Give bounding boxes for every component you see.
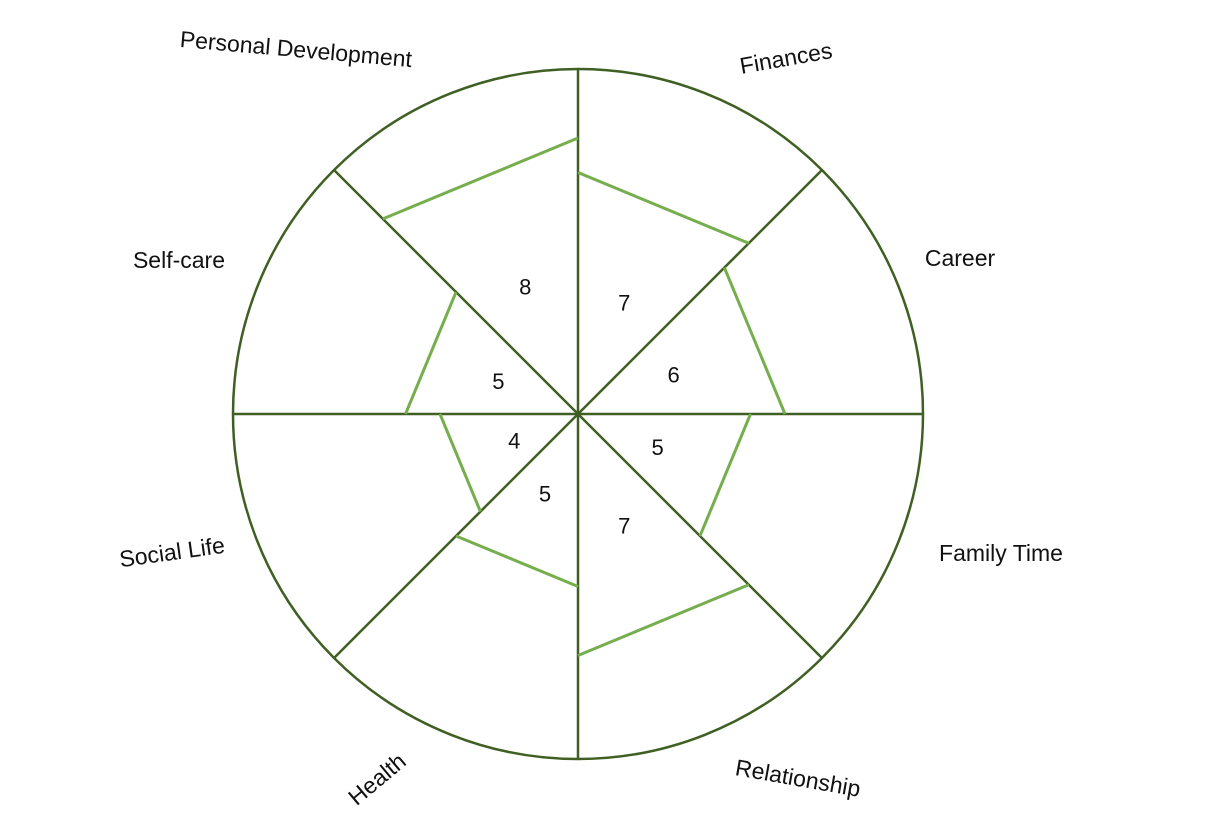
score-segment-social-life: [438, 413, 482, 513]
category-label-relationship: Relationship: [733, 754, 862, 802]
score-segment-self-care: [404, 291, 458, 415]
score-value-career: 6: [667, 362, 679, 387]
category-label-finances: Finances: [738, 37, 834, 79]
score-labels: 7 6 5 7 5 4 5 8: [492, 275, 680, 539]
score-segment-personal-development: [382, 136, 579, 221]
wheel-spoke: [577, 413, 823, 659]
score-value-family-time: 5: [652, 435, 664, 460]
score-segments: [382, 136, 787, 657]
category-label-health: Health: [343, 748, 411, 811]
score-segment-career: [722, 267, 787, 415]
score-value-relationship: 7: [618, 514, 630, 539]
score-segment-health: [455, 534, 579, 588]
wheel-spoke: [577, 169, 823, 415]
category-label-family-time: Family Time: [939, 540, 1063, 566]
category-label-career: Career: [925, 245, 996, 271]
score-value-social-life: 4: [508, 428, 520, 453]
score-value-finances: 7: [618, 290, 630, 315]
category-label-social-life: Social Life: [118, 532, 227, 573]
score-value-health: 5: [539, 482, 551, 507]
score-segment-finances: [577, 171, 750, 245]
score-value-personal-development: 8: [519, 275, 531, 300]
category-label-self-care: Self-care: [133, 247, 225, 273]
category-labels: Finances Career Family Time Relationship…: [118, 26, 1063, 810]
category-label-personal-development: Personal Development: [179, 26, 414, 72]
score-segment-relationship: [577, 583, 750, 657]
score-value-self-care: 5: [492, 369, 504, 394]
score-segment-family-time: [698, 413, 752, 537]
